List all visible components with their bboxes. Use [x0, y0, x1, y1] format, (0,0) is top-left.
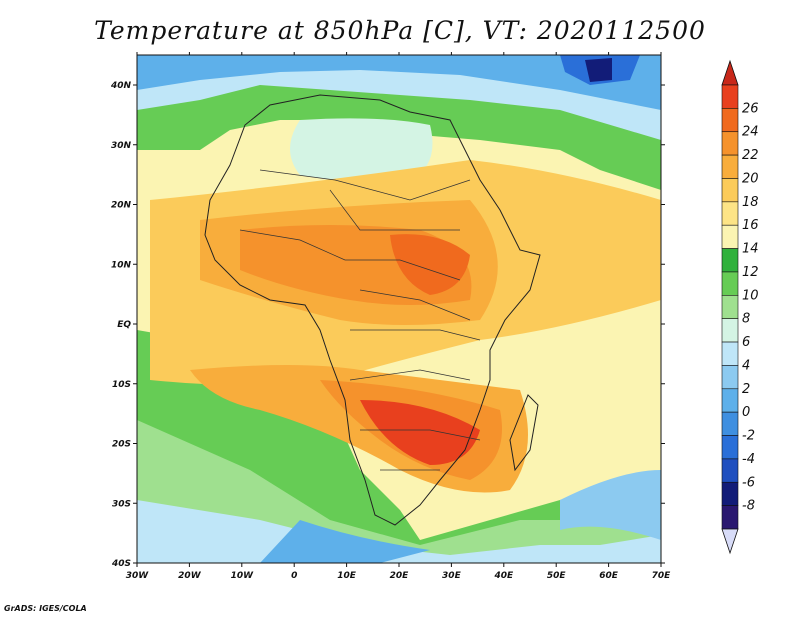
colorbar-bottom-arrow [721, 528, 739, 555]
field-south-cold [137, 500, 661, 563]
colorbar-swatch [721, 224, 739, 249]
colorbar-swatch [721, 411, 739, 436]
lat-tick-label: 10S [112, 380, 131, 390]
colorbar-swatch [721, 271, 739, 296]
madagascar-outline [509, 394, 539, 472]
latitude-axis: 40N 30N 20N 10N EQ 10S 20S 30S 40S [110, 81, 665, 569]
field-sahara-pale [290, 118, 433, 182]
lon-tick-label: 30E [442, 571, 462, 581]
lat-tick-label: 40S [111, 559, 131, 569]
colorbar-swatch [721, 295, 739, 319]
lon-tick-label: 10E [337, 571, 357, 581]
field-hot-core-north [390, 234, 470, 295]
lat-tick-label: 10N [111, 260, 132, 270]
field-north-cold [137, 55, 661, 110]
lon-tick-label: 20E [390, 571, 410, 581]
colorbar-label: 18 [742, 195, 759, 210]
colorbar-label: -4 [742, 452, 755, 467]
chart-title: Temperature at 850hPa [C], VT: 202011250… [94, 16, 706, 45]
field-south-colder [260, 520, 430, 563]
colorbar-label: -8 [742, 499, 755, 514]
colorbar-swatch [721, 248, 739, 273]
colorbar-swatch [721, 365, 739, 390]
colorbar-label: -6 [742, 475, 755, 490]
colorbar-label: 6 [742, 335, 750, 350]
colorbar-label: 12 [742, 265, 759, 280]
colorbar-swatch [721, 201, 739, 226]
lon-tick-label: 70E [652, 571, 672, 581]
colorbar-label: 16 [742, 218, 759, 233]
colorbar-swatch [721, 131, 739, 156]
africa-coastline [204, 94, 541, 526]
field-cold-spot [585, 58, 612, 82]
field-southeast-cold [560, 470, 661, 540]
colorbar-swatch [721, 318, 739, 343]
lat-tick-label: EQ [117, 320, 131, 330]
colorbar-swatch [721, 84, 739, 109]
colorbar-swatch [721, 505, 739, 530]
lat-tick-label: 30S [112, 499, 131, 509]
colorbar-swatch [721, 178, 739, 203]
colorbar-label: 2 [742, 382, 750, 397]
colorbar-label: 8 [742, 312, 750, 327]
colorbar-swatch [721, 435, 739, 460]
colorbar-label: 10 [742, 288, 759, 303]
lon-tick-label: 50E [547, 571, 567, 581]
lon-tick-label: 0 [291, 571, 297, 581]
colorbar-swatch [721, 388, 739, 413]
colorbar-top-arrow [721, 59, 739, 86]
lon-tick-label: 30W [126, 571, 150, 581]
colorbar-swatch [721, 481, 739, 506]
lat-tick-label: 40N [110, 81, 132, 91]
colorbar-label: 20 [742, 171, 759, 186]
colorbar-label: 24 [742, 125, 759, 140]
lon-tick-label: 20W [178, 571, 202, 581]
longitude-axis: 30W 20W 10W 0 10E 20E 30E 40E 50E 60E 70E [126, 52, 671, 581]
colorbar-swatch [721, 341, 739, 366]
grads-footer: GrADS: IGES/COLA [4, 604, 87, 613]
map-panel [137, 55, 661, 563]
lat-tick-label: 20S [112, 440, 131, 450]
colorbar-label: -2 [742, 429, 755, 444]
colorbar-swatch [721, 458, 739, 483]
colorbar-label: 14 [742, 242, 759, 257]
lon-tick-label: 40E [493, 571, 514, 581]
lon-tick-label: 10W [231, 571, 255, 581]
colorbar-label: 4 [742, 358, 750, 373]
colorbar-swatch [721, 108, 739, 133]
lat-tick-label: 20N [111, 201, 132, 211]
colorbar-label: 22 [742, 148, 759, 163]
colorbar-label: 0 [742, 405, 750, 420]
lat-tick-label: 30N [111, 141, 132, 151]
colorbar-swatch [721, 154, 739, 179]
field-south-hottest [360, 400, 480, 465]
country-borders [239, 169, 481, 471]
lon-tick-label: 60E [599, 571, 619, 581]
colorbar-label: 26 [742, 101, 759, 116]
